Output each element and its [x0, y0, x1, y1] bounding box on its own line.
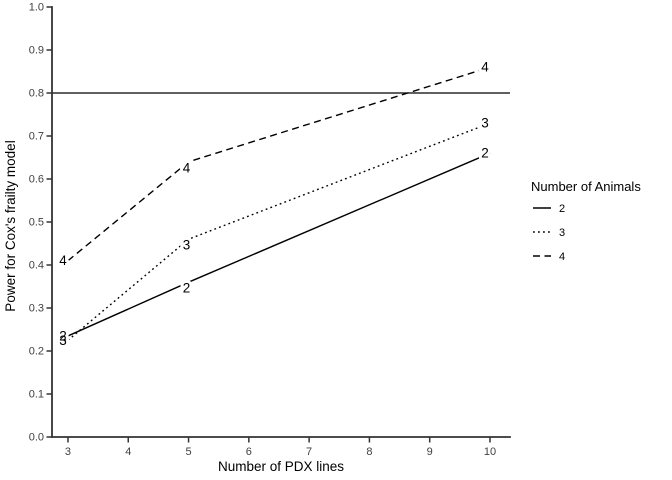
x-axis-title: Number of PDX lines [218, 459, 344, 474]
x-tick-label: 8 [366, 446, 372, 458]
x-tick-label: 10 [484, 446, 496, 458]
y-tick-label: 0.1 [29, 389, 44, 401]
point-label-2: 2 [481, 146, 489, 161]
point-label-halo: 4 [183, 160, 191, 175]
y-tick-label: 0.2 [29, 346, 44, 358]
x-tick-label: 9 [427, 446, 433, 458]
x-tick-label: 6 [246, 446, 252, 458]
point-label-4: 4 [481, 60, 489, 75]
y-axis-title: Power for Cox's frailty model [3, 140, 18, 311]
x-tick-label: 5 [185, 446, 191, 458]
point-label-halo: 3 [59, 333, 67, 348]
y-tick-label: 0.5 [29, 217, 44, 229]
point-label-halo: 4 [481, 60, 489, 75]
y-tick-label: 0.3 [29, 303, 44, 315]
x-tick-label: 7 [306, 446, 312, 458]
legend: 2 3 4 [533, 203, 565, 263]
legend-title: Number of Animals [531, 179, 641, 194]
x-tick-label: 4 [125, 446, 131, 458]
y-tick-label: 0.9 [29, 45, 44, 57]
x-tick-label: 3 [65, 446, 71, 458]
series-line-4 [67, 66, 491, 262]
legend-label-2: 2 [559, 203, 565, 215]
point-label-3: 3 [183, 238, 191, 253]
y-tick-label: 0.6 [29, 174, 44, 186]
y-tick-label: 0.4 [29, 260, 44, 272]
point-label-halo: 2 [59, 328, 67, 343]
legend-label-3: 3 [559, 227, 565, 239]
point-label-halo: 4 [59, 253, 67, 268]
point-label-4: 4 [183, 160, 191, 175]
point-label-halo: 2 [481, 146, 489, 161]
point-label-halo: 2 [183, 281, 191, 296]
point-label-4: 4 [59, 253, 67, 268]
point-label-halo: 3 [481, 116, 489, 131]
point-label-halo: 3 [183, 238, 191, 253]
point-label-3: 3 [481, 116, 489, 131]
y-tick-label: 1.0 [29, 2, 44, 14]
y-tick-label: 0.7 [29, 131, 44, 143]
point-label-2: 2 [59, 328, 67, 343]
point-label-3: 3 [59, 333, 67, 348]
legend-label-4: 4 [559, 251, 565, 263]
y-tick-label: 0.8 [29, 88, 44, 100]
series-line-2 [67, 152, 491, 337]
point-label-2: 2 [183, 281, 191, 296]
y-tick-label: 0.0 [29, 432, 44, 444]
